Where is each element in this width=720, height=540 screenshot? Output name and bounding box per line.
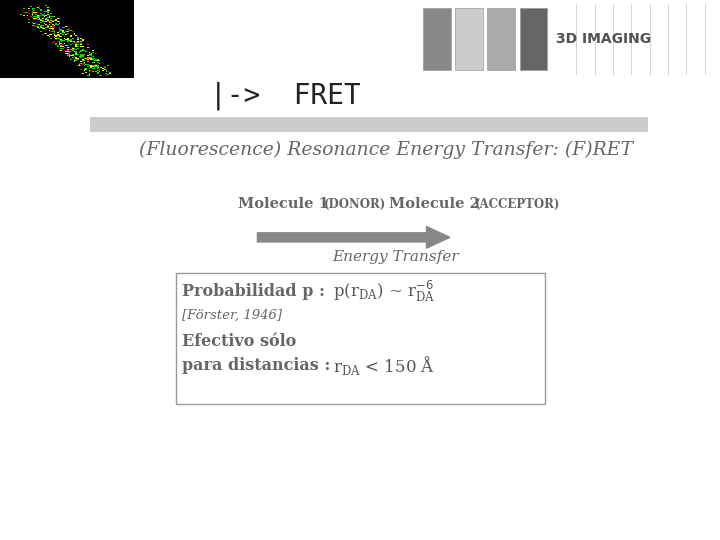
Text: [Förster, 1946]: [Förster, 1946] xyxy=(182,309,282,322)
Bar xyxy=(176,273,545,404)
Text: Molecule 1: Molecule 1 xyxy=(238,197,334,211)
Text: Molecule 2: Molecule 2 xyxy=(389,197,485,211)
Bar xyxy=(90,117,648,132)
Text: Energy Transfer: Energy Transfer xyxy=(333,250,459,264)
Text: p(r$_{\mathregular{DA}}$) ~ r$_{\mathregular{DA}}^{-6}$: p(r$_{\mathregular{DA}}$) ~ r$_{\mathreg… xyxy=(333,279,435,304)
Bar xyxy=(423,8,451,70)
Text: Probabilidad p :: Probabilidad p : xyxy=(182,283,325,300)
Text: (Fluorescence) Resonance Energy Transfer: (F)RET: (Fluorescence) Resonance Energy Transfer… xyxy=(139,141,633,159)
Bar xyxy=(455,8,483,70)
Text: (DONOR): (DONOR) xyxy=(324,198,387,211)
FancyArrow shape xyxy=(258,227,450,248)
Text: Efectivo sólo: Efectivo sólo xyxy=(182,333,297,350)
Text: |->  FRET: |-> FRET xyxy=(210,82,361,110)
Bar xyxy=(520,8,547,70)
Text: (ACCEPTOR): (ACCEPTOR) xyxy=(475,198,560,211)
Text: para distancias :: para distancias : xyxy=(182,356,330,374)
Text: r$_{\mathregular{DA}}$ < 150 Å: r$_{\mathregular{DA}}$ < 150 Å xyxy=(333,354,435,376)
Bar xyxy=(487,8,515,70)
Text: 3D IMAGING: 3D IMAGING xyxy=(556,32,652,46)
